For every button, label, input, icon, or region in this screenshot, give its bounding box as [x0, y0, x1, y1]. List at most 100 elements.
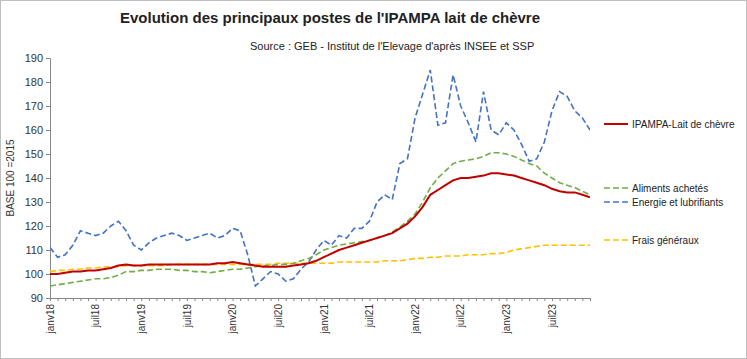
y-axis-line: [46, 59, 51, 299]
x-tick: [544, 298, 545, 301]
x-tick-mark: [331, 298, 332, 301]
x-tick: juil23: [547, 298, 558, 328]
x-tick: [126, 298, 127, 301]
x-tick-mark: [347, 298, 348, 301]
x-tick: [263, 298, 264, 301]
x-tick: [354, 298, 355, 301]
x-tick: janv20: [227, 298, 238, 334]
y-tick-mark: [46, 226, 50, 227]
x-tick-mark: [271, 298, 272, 301]
y-tick-label: 180: [25, 76, 43, 88]
legend-swatch: [604, 123, 628, 125]
x-tick: [590, 298, 591, 301]
x-tick-label: juil23: [547, 304, 558, 329]
x-tick-mark: [362, 298, 363, 301]
subtitle: Source : GEB - Institut de l'Elevage d'a…: [250, 40, 534, 52]
x-tick-label: juil21: [364, 304, 375, 329]
x-tick-mark: [575, 298, 576, 301]
x-tick: [202, 298, 203, 301]
x-tick-mark: [73, 298, 74, 301]
x-tick: [118, 298, 119, 301]
x-tick-mark: [50, 298, 51, 301]
x-tick-mark: [255, 298, 256, 301]
x-tick: [172, 298, 173, 301]
x-tick: janv19: [136, 298, 147, 334]
x-tick: [301, 298, 302, 301]
x-tick-mark: [233, 298, 234, 301]
x-tick: [560, 298, 561, 301]
x-tick-mark: [240, 298, 241, 301]
x-tick-mark: [522, 298, 523, 301]
x-tick-label: janv23: [501, 304, 512, 335]
x-tick: [80, 298, 81, 301]
x-tick: juil19: [182, 298, 193, 328]
x-tick-mark: [65, 298, 66, 301]
legend-swatch: [604, 187, 628, 189]
x-tick: [522, 298, 523, 301]
x-tick-mark: [468, 298, 469, 301]
x-tick: janv21: [319, 298, 330, 334]
y-tick: 120: [25, 220, 50, 232]
x-tick-mark: [476, 298, 477, 301]
x-tick: [407, 298, 408, 301]
x-tick: [111, 298, 112, 301]
x-tick: [195, 298, 196, 301]
legend-swatch: [604, 239, 628, 241]
x-tick-mark: [134, 298, 135, 301]
x-tick-mark: [529, 298, 530, 301]
x-tick: [217, 298, 218, 301]
x-tick-mark: [156, 298, 157, 301]
x-tick: [255, 298, 256, 301]
lines: [50, 70, 590, 286]
y-tick-label: 130: [25, 196, 43, 208]
y-tick-label: 140: [25, 172, 43, 184]
x-tick-mark: [149, 298, 150, 301]
legend-label: Energie et lubrifiants: [632, 197, 723, 208]
y-tick-mark: [46, 58, 50, 59]
x-tick-label: janv20: [227, 304, 238, 335]
x-tick: [65, 298, 66, 301]
x-tick: janv23: [501, 298, 512, 334]
x-tick: [385, 298, 386, 301]
x-tick: [58, 298, 59, 301]
x-tick-mark: [369, 298, 370, 301]
series-line: [50, 173, 590, 274]
x-tick-label: juil19: [182, 304, 193, 329]
x-tick-mark: [187, 298, 188, 301]
x-tick-mark: [316, 298, 317, 301]
x-tick-mark: [80, 298, 81, 301]
y-tick: 160: [25, 124, 50, 136]
x-tick: [164, 298, 165, 301]
x-tick-mark: [118, 298, 119, 301]
x-tick: [286, 298, 287, 301]
x-tick: [362, 298, 363, 301]
y-tick-mark: [46, 202, 50, 203]
x-tick-mark: [103, 298, 104, 301]
title: Evolution des principaux postes de l'IPA…: [120, 9, 540, 26]
x-tick: [103, 298, 104, 301]
y-tick-label: 100: [25, 268, 43, 280]
x-tick: [582, 298, 583, 301]
x-tick-mark: [423, 298, 424, 301]
x-tick: [240, 298, 241, 301]
x-tick-mark: [278, 298, 279, 301]
x-tick: [491, 298, 492, 301]
x-tick-mark: [339, 298, 340, 301]
x-tick-label: janv22: [410, 304, 421, 335]
x-tick-mark: [202, 298, 203, 301]
x-tick-mark: [88, 298, 89, 301]
x-tick: [430, 298, 431, 301]
x-tick: [392, 298, 393, 301]
y-tick: 110: [25, 244, 50, 256]
x-tick: [149, 298, 150, 301]
x-tick: [347, 298, 348, 301]
x-tick-mark: [293, 298, 294, 301]
series-line: [50, 70, 590, 286]
x-tick: [423, 298, 424, 301]
chart: Evolution des principaux postes de l'IPA…: [0, 0, 747, 359]
y-tick: 150: [25, 148, 50, 160]
legend-label: Aliments achetés: [632, 183, 708, 194]
x-tick: [499, 298, 500, 301]
x-tick-label: janv19: [136, 304, 147, 335]
x-tick-mark: [537, 298, 538, 301]
